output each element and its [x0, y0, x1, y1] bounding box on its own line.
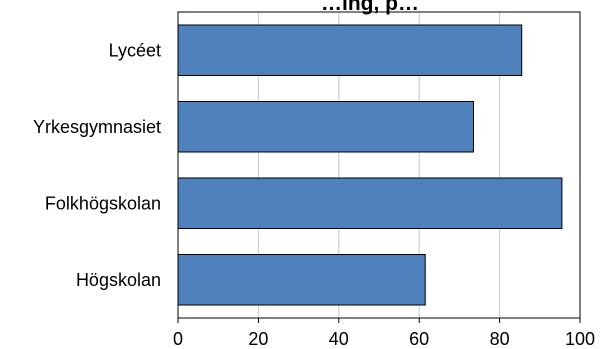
- tick-label: 80: [490, 329, 510, 349]
- tick-label: 40: [329, 329, 349, 349]
- category-label: Lycéet: [109, 40, 161, 60]
- category-label: Yrkesgymnasiet: [33, 117, 161, 137]
- bar-3: [177, 177, 563, 229]
- x-axis-ticks: 0 20 40 60 80 100: [173, 318, 595, 349]
- tick-label: 0: [173, 329, 183, 349]
- bars: [177, 24, 563, 306]
- tick-label: 20: [248, 329, 268, 349]
- chart-title: …ing, p…: [321, 0, 419, 15]
- category-label: Folkhögskolan: [45, 193, 161, 213]
- bar-2: [177, 101, 474, 153]
- bar-1: [177, 24, 523, 76]
- tick-label: 100: [565, 329, 595, 349]
- bar-4: [177, 254, 426, 306]
- category-label: Högskolan: [76, 270, 161, 290]
- plot-border: [177, 11, 581, 319]
- plot-area-frame: [177, 11, 581, 319]
- category-labels: Lycéet Yrkesgymnasiet Folkhögskolan Högskol…: [33, 40, 161, 290]
- tick-label: 60: [409, 329, 429, 349]
